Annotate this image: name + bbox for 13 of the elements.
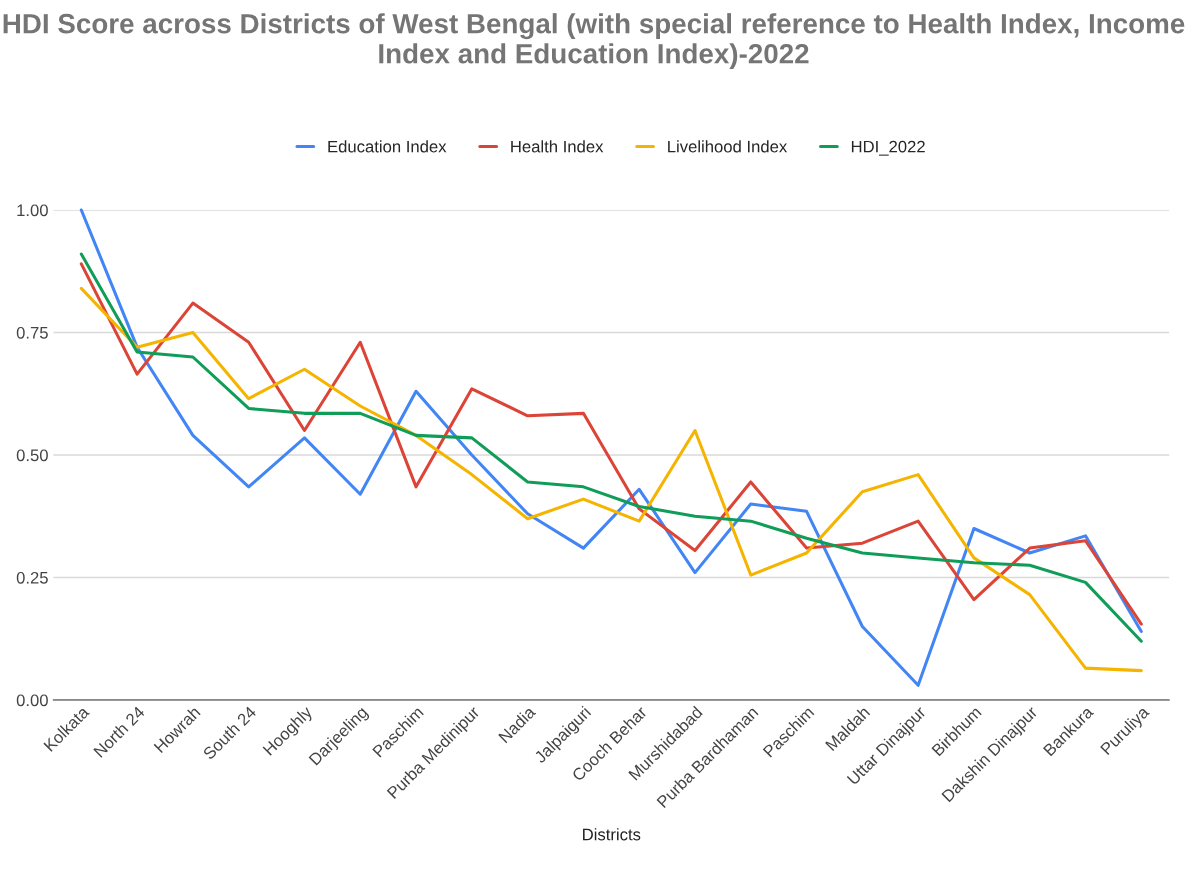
y-tick-label: 1.00: [17, 204, 48, 217]
chart-title: HDI Score across Districts of West Bengal (with special reference to Health Index, Income Index and Education Index)-2022: [3, 13, 1185, 70]
line-series: [79, 286, 1143, 673]
legend-label: Education Index: [328, 140, 447, 153]
legend-label: Health Index: [511, 140, 604, 153]
x-axis-title: Districts: [583, 828, 641, 841]
y-tick-label: 0.75: [16, 326, 48, 339]
legend-label: HDI_2022: [851, 140, 925, 156]
line-series: [79, 208, 1143, 687]
legend-label: Livelihood Index: [668, 140, 788, 153]
y-tick-label: 0.25: [16, 571, 48, 584]
y-tick-label: 0.00: [16, 694, 48, 707]
y-tick-label: 0.50: [16, 449, 48, 462]
